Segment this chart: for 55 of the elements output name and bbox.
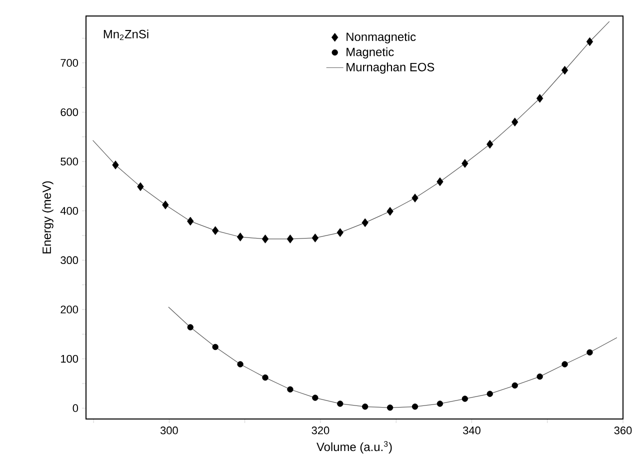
point (412, 194, 418, 202)
x-tick-label: 360 (614, 426, 632, 434)
point (486, 140, 494, 149)
point (212, 344, 218, 350)
point (137, 182, 144, 192)
point (562, 361, 568, 368)
point (162, 200, 169, 210)
point (236, 232, 244, 242)
point (312, 234, 319, 242)
point (112, 160, 119, 170)
point (237, 361, 244, 368)
point (512, 382, 518, 389)
x-tick-label: 340 (463, 426, 480, 434)
point (536, 373, 543, 380)
point (412, 404, 418, 410)
x-tick-label: 320 (312, 426, 330, 434)
y-tick-label: 300 (60, 256, 78, 264)
y-tick-label: 200 (60, 306, 78, 314)
point (312, 394, 318, 401)
point (462, 159, 468, 168)
y-tick-label: 500 (60, 158, 78, 166)
legend-label: Murnaghan EOS (346, 62, 434, 74)
y-tick-label: 100 (61, 354, 78, 363)
point (362, 218, 368, 228)
point (187, 324, 194, 330)
y-tick-label: 0 (72, 404, 78, 412)
point (336, 228, 344, 237)
point (337, 400, 344, 407)
point (386, 206, 394, 216)
point (436, 177, 444, 186)
y-tick-label: 400 (60, 206, 78, 215)
point (536, 94, 544, 103)
point (262, 234, 269, 244)
point (262, 374, 268, 381)
point (362, 404, 368, 410)
legend-label: Nonmagnetic (346, 32, 416, 44)
legend-label: Magnetic (346, 47, 394, 59)
x-axis-title: Volume (a.u.$^{3}$) (316, 441, 392, 454)
point (586, 37, 594, 46)
point (462, 396, 468, 402)
point (436, 400, 444, 407)
point (286, 234, 294, 244)
point (287, 386, 294, 392)
point (212, 226, 219, 235)
point (486, 390, 493, 397)
annotation: Mn$_{2}$ZnSi (104, 30, 148, 40)
x-tick-label: 300 (160, 426, 178, 434)
point (386, 404, 394, 411)
point (586, 349, 593, 356)
point (561, 66, 568, 75)
y-axis-title: Energy (meV) (42, 181, 54, 254)
y-tick-label: 700 (60, 58, 78, 67)
point (512, 118, 518, 126)
point (187, 216, 194, 226)
y-tick-label: 600 (60, 108, 78, 116)
